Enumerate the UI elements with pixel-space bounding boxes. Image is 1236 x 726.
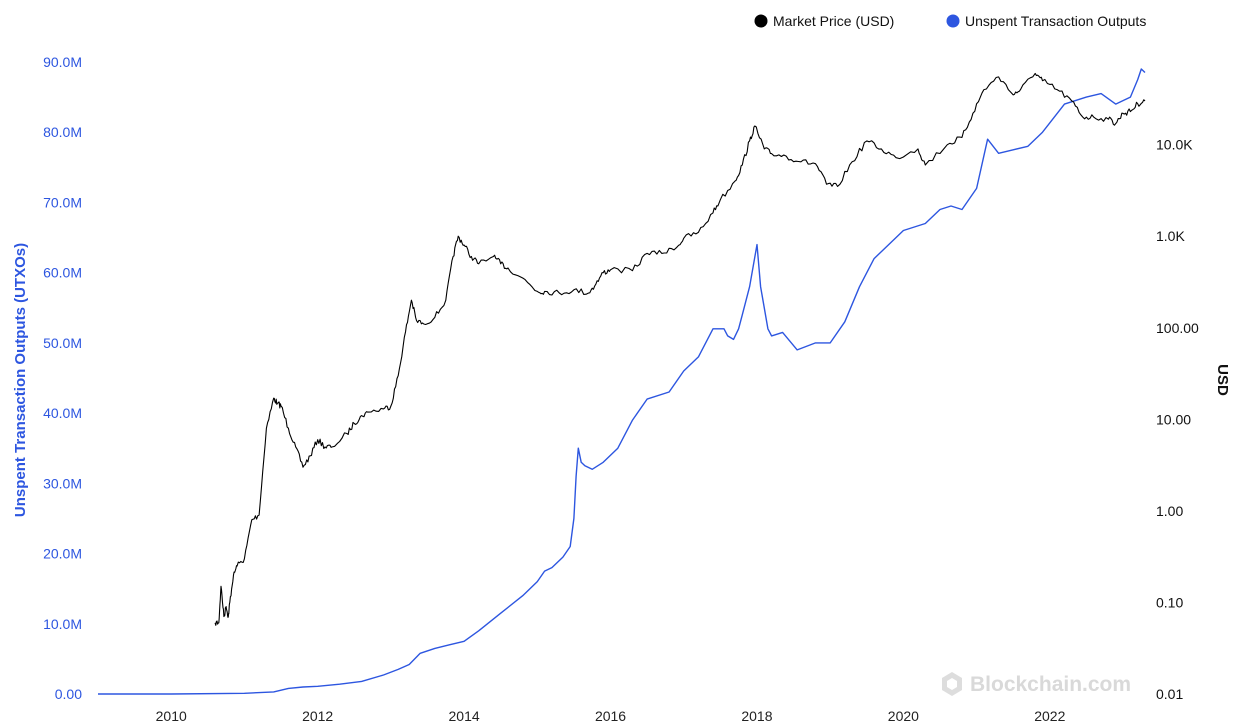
legend-item-market-price-usd[interactable]: Market Price (USD) — [754, 13, 895, 29]
left-tick-label: 0.00 — [55, 686, 82, 702]
right-tick-label: 0.10 — [1156, 594, 1183, 610]
blockchain-logo-icon — [942, 672, 962, 696]
x-tick-label: 2014 — [449, 708, 480, 724]
left-tick-label: 10.0M — [43, 616, 82, 632]
left-tick-label: 90.0M — [43, 54, 82, 70]
left-tick-label: 60.0M — [43, 265, 82, 281]
x-axis-ticks: 2010 2012 2014 2016 2018 2020 2022 — [156, 708, 1066, 724]
left-tick-label: 50.0M — [43, 335, 82, 351]
legend-marker-icon — [946, 14, 960, 28]
legend-label: Unspent Transaction Outputs — [965, 13, 1146, 29]
market-price-usd-line — [214, 72, 1146, 626]
legend[interactable]: Market Price (USD) Unspent Transaction Ou… — [754, 13, 1147, 29]
unspent-transaction-outputs-line — [98, 68, 1146, 695]
right-tick-label: 10.00 — [1156, 411, 1191, 427]
right-tick-label: 100.00 — [1156, 320, 1199, 336]
right-tick-label: 1.0K — [1156, 228, 1185, 244]
right-axis-title: USD — [1214, 364, 1231, 396]
x-tick-label: 2022 — [1034, 708, 1065, 724]
left-tick-label: 20.0M — [43, 546, 82, 562]
x-tick-label: 2020 — [888, 708, 919, 724]
left-tick-label: 80.0M — [43, 124, 82, 140]
x-tick-label: 2018 — [741, 708, 772, 724]
left-axis-ticks: 0.00 10.0M 20.0M 30.0M 40.0M 50.0M 60.0M 70.0M 8… — [43, 54, 82, 702]
left-tick-label: 30.0M — [43, 475, 82, 491]
right-tick-label: 0.01 — [1156, 686, 1183, 702]
x-tick-label: 2016 — [595, 708, 626, 724]
watermark-text: Blockchain.com — [970, 673, 1131, 696]
x-tick-label: 2010 — [156, 708, 187, 724]
right-tick-label: 1.00 — [1156, 503, 1183, 519]
left-tick-label: 40.0M — [43, 405, 82, 421]
legend-label: Market Price (USD) — [773, 13, 894, 29]
legend-item-unspent-transaction-outputs[interactable]: Unspent Transaction Outputs — [946, 13, 1147, 29]
series-layer — [98, 68, 1146, 695]
x-tick-label: 2012 — [302, 708, 333, 724]
left-tick-label: 70.0M — [43, 194, 82, 210]
blockchain-watermark: Blockchain.com — [942, 672, 1131, 696]
legend-marker-icon — [754, 14, 768, 28]
left-axis-title: Unspent Transaction Outputs (UTXOs) — [12, 243, 29, 517]
right-tick-label: 10.0K — [1156, 137, 1193, 153]
right-axis-ticks: 0.01 0.10 1.00 10.00 100.00 1.0K 10.0K — [1156, 137, 1199, 702]
